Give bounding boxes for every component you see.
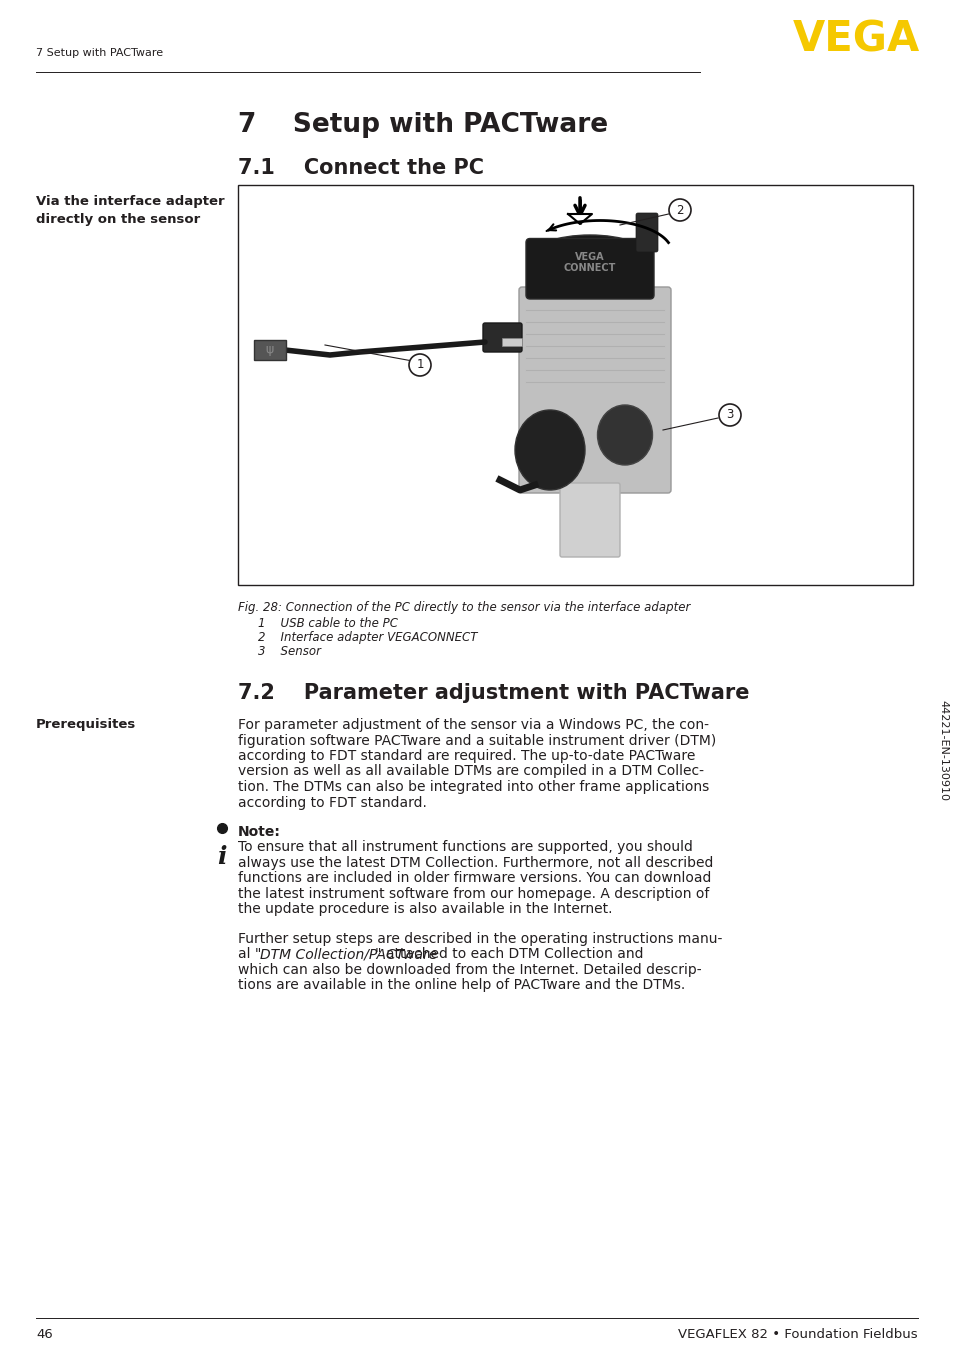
Circle shape — [719, 403, 740, 427]
Circle shape — [409, 353, 431, 376]
FancyBboxPatch shape — [482, 324, 521, 352]
Text: 7.2    Parameter adjustment with PACTware: 7.2 Parameter adjustment with PACTware — [237, 682, 749, 703]
Text: al ": al " — [237, 948, 261, 961]
Text: figuration software PACTware and a suitable instrument driver (DTM): figuration software PACTware and a suita… — [237, 734, 716, 747]
Text: 1: 1 — [416, 359, 423, 371]
FancyBboxPatch shape — [253, 340, 286, 360]
FancyBboxPatch shape — [636, 213, 658, 252]
Ellipse shape — [530, 236, 649, 280]
Text: according to FDT standard.: according to FDT standard. — [237, 796, 426, 810]
Bar — [237, 185, 912, 585]
Text: i: i — [217, 845, 227, 869]
FancyBboxPatch shape — [525, 238, 654, 299]
Text: the latest instrument software from our homepage. A description of: the latest instrument software from our … — [237, 887, 709, 900]
Text: tion. The DTMs can also be integrated into other frame applications: tion. The DTMs can also be integrated in… — [237, 780, 708, 793]
Text: Note:: Note: — [237, 825, 280, 839]
Text: always use the latest DTM Collection. Furthermore, not all described: always use the latest DTM Collection. Fu… — [237, 856, 713, 871]
Text: To ensure that all instrument functions are supported, you should: To ensure that all instrument functions … — [237, 841, 692, 854]
Polygon shape — [567, 214, 592, 223]
Text: Fig. 28: Connection of the PC directly to the sensor via the interface adapter: Fig. 28: Connection of the PC directly t… — [237, 601, 690, 613]
Text: 2: 2 — [676, 203, 683, 217]
Text: Prerequisites: Prerequisites — [36, 718, 136, 731]
Ellipse shape — [515, 410, 584, 490]
FancyBboxPatch shape — [518, 287, 670, 493]
Text: according to FDT standard are required. The up-to-date PACTware: according to FDT standard are required. … — [237, 749, 695, 764]
Text: VEGA
CONNECT: VEGA CONNECT — [563, 252, 616, 274]
Text: the update procedure is also available in the Internet.: the update procedure is also available i… — [237, 903, 612, 917]
Text: 44221-EN-130910: 44221-EN-130910 — [937, 700, 947, 800]
FancyBboxPatch shape — [559, 483, 619, 556]
Text: tions are available in the online help of PACTware and the DTMs.: tions are available in the online help o… — [237, 979, 684, 992]
Text: 2    Interface adapter VEGACONNECT: 2 Interface adapter VEGACONNECT — [257, 631, 476, 645]
Text: version as well as all available DTMs are compiled in a DTM Collec-: version as well as all available DTMs ar… — [237, 765, 703, 779]
Bar — [501, 338, 521, 347]
Text: 1    USB cable to the PC: 1 USB cable to the PC — [257, 617, 397, 630]
Text: " attached to each DTM Collection and: " attached to each DTM Collection and — [375, 948, 643, 961]
Text: For parameter adjustment of the sensor via a Windows PC, the con-: For parameter adjustment of the sensor v… — [237, 718, 708, 733]
Text: 7    Setup with PACTware: 7 Setup with PACTware — [237, 112, 607, 138]
Text: 46: 46 — [36, 1328, 52, 1340]
Text: ψ: ψ — [266, 344, 274, 356]
Text: VEGA: VEGA — [792, 18, 919, 60]
Text: Further setup steps are described in the operating instructions manu-: Further setup steps are described in the… — [237, 932, 721, 946]
Circle shape — [668, 199, 690, 221]
Text: 3: 3 — [725, 409, 733, 421]
Text: DTM Collection/PACTware: DTM Collection/PACTware — [260, 948, 437, 961]
Text: functions are included in older firmware versions. You can download: functions are included in older firmware… — [237, 872, 711, 886]
Text: 7 Setup with PACTware: 7 Setup with PACTware — [36, 47, 163, 58]
Text: 3    Sensor: 3 Sensor — [257, 645, 320, 658]
Text: 7.1    Connect the PC: 7.1 Connect the PC — [237, 158, 483, 177]
Text: which can also be downloaded from the Internet. Detailed descrip-: which can also be downloaded from the In… — [237, 963, 700, 978]
Text: VEGAFLEX 82 • Foundation Fieldbus: VEGAFLEX 82 • Foundation Fieldbus — [678, 1328, 917, 1340]
Text: Via the interface adapter
directly on the sensor: Via the interface adapter directly on th… — [36, 195, 224, 226]
Ellipse shape — [597, 405, 652, 464]
